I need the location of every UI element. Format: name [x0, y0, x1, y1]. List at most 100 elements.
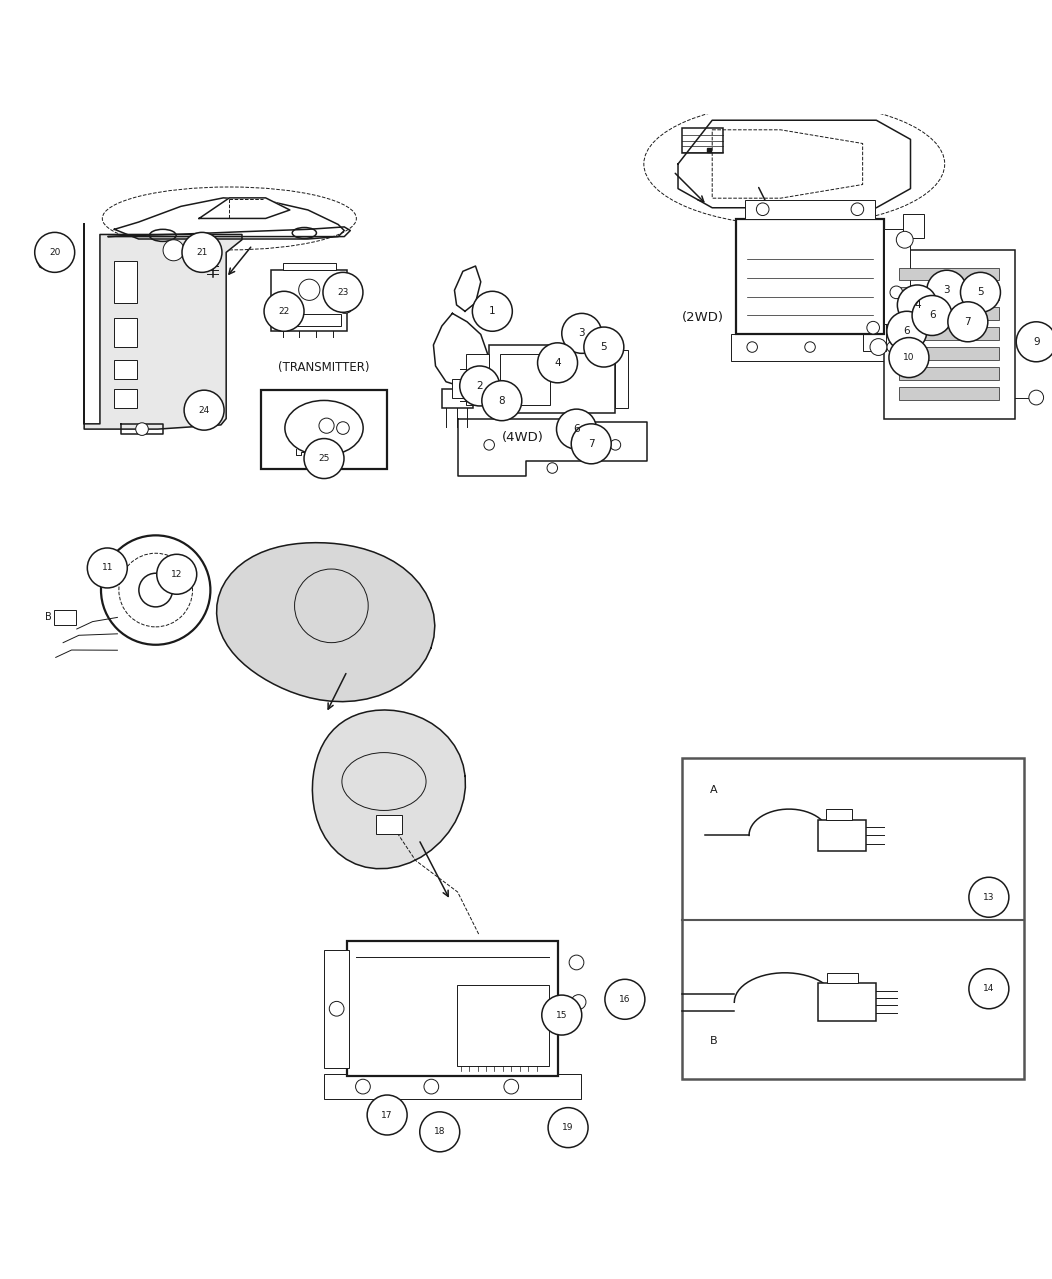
Circle shape — [605, 980, 645, 1019]
Bar — [682, 758, 1024, 1079]
Text: (2WD): (2WD) — [682, 311, 724, 324]
Text: 11: 11 — [102, 564, 113, 573]
Circle shape — [139, 573, 173, 608]
Circle shape — [889, 338, 929, 377]
Circle shape — [264, 292, 304, 331]
Text: A: A — [709, 785, 717, 796]
Circle shape — [356, 1079, 370, 1094]
Circle shape — [304, 439, 344, 478]
Text: 17: 17 — [382, 1110, 392, 1119]
Circle shape — [562, 313, 602, 353]
Polygon shape — [312, 710, 465, 868]
Bar — [283, 263, 336, 270]
Circle shape — [584, 327, 624, 367]
Bar — [884, 229, 910, 324]
Text: 21: 21 — [197, 248, 207, 257]
Text: B: B — [45, 613, 52, 623]
Text: 23: 23 — [338, 288, 348, 297]
Bar — [884, 251, 1015, 418]
Bar — [899, 288, 999, 301]
Text: 3: 3 — [944, 285, 950, 295]
Text: 18: 18 — [434, 1127, 445, 1136]
Bar — [457, 985, 549, 1065]
Circle shape — [912, 295, 952, 335]
Bar — [745, 200, 875, 219]
Circle shape — [867, 321, 879, 334]
Polygon shape — [199, 198, 290, 219]
Bar — [903, 215, 924, 238]
Bar — [466, 354, 489, 405]
Text: 24: 24 — [199, 405, 209, 414]
Circle shape — [1016, 322, 1052, 362]
Circle shape — [557, 409, 596, 449]
Bar — [899, 267, 999, 280]
Bar — [442, 389, 473, 408]
Circle shape — [747, 341, 757, 352]
Circle shape — [547, 463, 558, 473]
Bar — [114, 389, 137, 408]
Circle shape — [851, 203, 864, 216]
Polygon shape — [84, 224, 242, 428]
Bar — [261, 390, 387, 469]
Circle shape — [136, 423, 148, 435]
Circle shape — [482, 381, 522, 421]
Bar — [736, 219, 884, 334]
Bar — [818, 984, 876, 1021]
Bar — [682, 128, 723, 153]
Bar — [827, 973, 858, 984]
Text: A: A — [178, 567, 184, 576]
Bar — [347, 941, 558, 1076]
Circle shape — [1029, 390, 1044, 405]
Text: (TRANSMITTER): (TRANSMITTER) — [279, 362, 369, 375]
Circle shape — [163, 239, 184, 261]
Text: 12: 12 — [171, 569, 182, 579]
Circle shape — [87, 547, 127, 588]
Text: 22: 22 — [279, 307, 289, 316]
Text: 4: 4 — [554, 358, 561, 368]
Bar — [489, 345, 615, 413]
Polygon shape — [433, 313, 488, 388]
Circle shape — [927, 270, 967, 311]
Bar — [615, 350, 628, 408]
Bar — [500, 354, 550, 405]
Bar — [899, 327, 999, 340]
Bar — [863, 304, 886, 352]
Text: 13: 13 — [984, 893, 994, 902]
Circle shape — [805, 341, 815, 352]
Bar — [818, 820, 866, 851]
Bar — [324, 950, 349, 1068]
Circle shape — [182, 233, 222, 272]
Circle shape — [890, 286, 903, 299]
Circle shape — [157, 554, 197, 595]
Circle shape — [420, 1111, 460, 1152]
Bar — [899, 347, 999, 359]
Polygon shape — [115, 198, 344, 239]
Bar — [114, 261, 137, 303]
Circle shape — [969, 877, 1009, 917]
Bar — [114, 359, 137, 379]
Bar — [114, 317, 137, 347]
Circle shape — [504, 1079, 519, 1094]
Polygon shape — [217, 542, 434, 702]
Circle shape — [571, 995, 586, 1009]
Circle shape — [337, 297, 353, 313]
Circle shape — [323, 272, 363, 312]
Circle shape — [948, 302, 988, 341]
Circle shape — [472, 292, 512, 331]
Circle shape — [969, 968, 1009, 1009]
Bar — [376, 815, 402, 834]
Text: 8: 8 — [499, 395, 505, 405]
Circle shape — [367, 1095, 407, 1134]
Bar — [54, 610, 76, 624]
Text: B: B — [709, 1036, 717, 1046]
Polygon shape — [37, 258, 58, 271]
Bar — [271, 270, 347, 331]
Circle shape — [896, 231, 913, 248]
Polygon shape — [454, 266, 481, 311]
Circle shape — [101, 536, 210, 645]
Text: (4WD): (4WD) — [502, 431, 544, 444]
Circle shape — [329, 1001, 344, 1016]
Circle shape — [484, 440, 494, 450]
Circle shape — [870, 339, 887, 356]
Text: 9: 9 — [1033, 336, 1039, 347]
